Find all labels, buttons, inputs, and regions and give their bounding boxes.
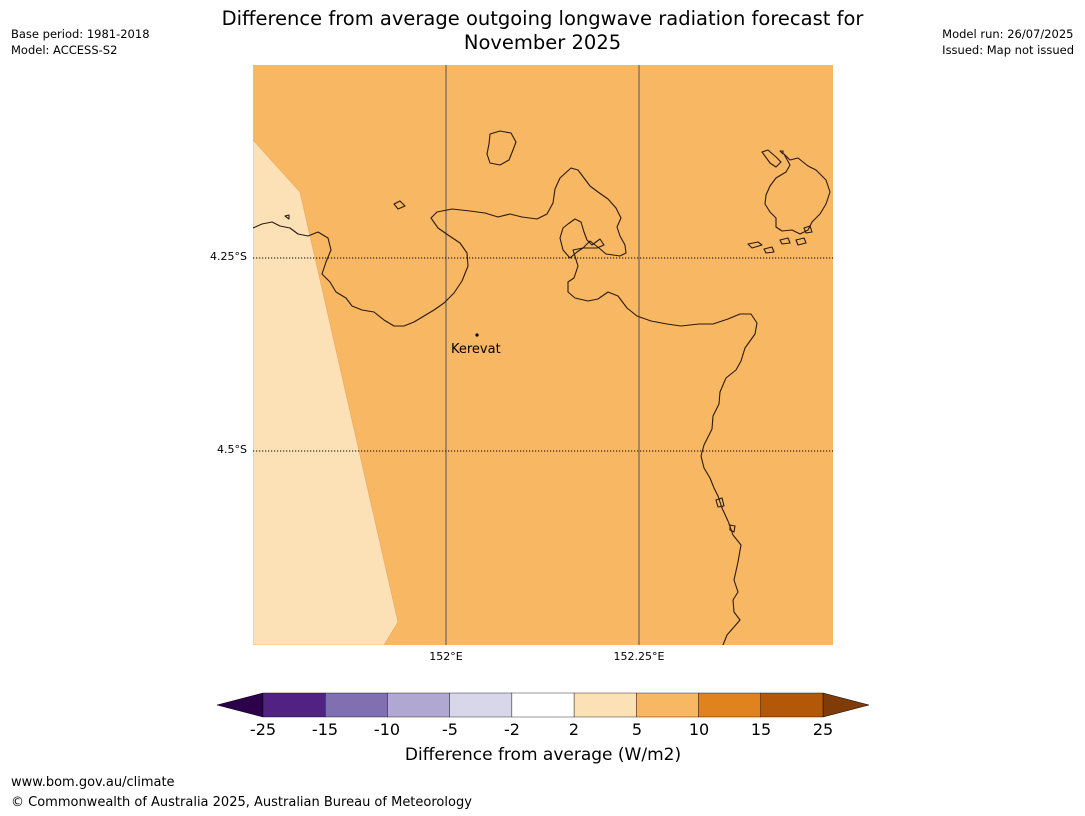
coastline-inner-bay — [559, 218, 605, 259]
issued-text: Issued: Map not issued — [942, 43, 1074, 57]
colorbar — [216, 692, 870, 718]
map-title: Difference from average outgoing longwav… — [150, 7, 935, 54]
colorbar-swatch — [511, 692, 575, 718]
colorbar-extend-high — [822, 692, 870, 718]
coastline-island-north — [486, 130, 517, 166]
colorbar-tick: 25 — [812, 720, 834, 739]
map-title-line-1: Difference from average outgoing longwav… — [221, 7, 864, 30]
meta-right: Model run: 26/07/2025 Issued: Map not is… — [942, 26, 1074, 58]
coastline-island-small — [393, 200, 406, 210]
place-label-kerevat: Kerevat — [451, 342, 501, 357]
meta-left: Base period: 1981-2018 Model: ACCESS-S2 — [11, 26, 150, 58]
colorbar-tick: -5 — [442, 720, 458, 739]
colorbar-tick: 15 — [750, 720, 772, 739]
colorbar-label: Difference from average (W/m2) — [404, 745, 682, 765]
gridlines — [253, 65, 833, 645]
footer-url: www.bom.gov.au/climate — [11, 775, 175, 790]
colorbar-extend-low — [216, 692, 264, 718]
map-title-line-2: November 2025 — [463, 30, 622, 54]
lon-label-152-25e: 152.25°E — [613, 650, 665, 663]
colorbar-swatch — [262, 692, 326, 718]
colorbar-tick: -15 — [311, 720, 339, 739]
colorbar-swatch — [573, 692, 637, 718]
base-period-text: Base period: 1981-2018 — [11, 27, 150, 41]
colorbar-swatch — [636, 692, 699, 718]
map-area — [253, 65, 833, 645]
lon-label-152e: 152°E — [429, 650, 463, 663]
colorbar-swatch — [760, 692, 824, 718]
colorbar-tick: 10 — [688, 720, 710, 739]
model-run-text: Model run: 26/07/2025 — [942, 27, 1074, 41]
colorbar-tick: 5 — [631, 720, 643, 739]
colorbar-tick: -2 — [504, 720, 520, 739]
coastline-mainland — [253, 167, 758, 645]
colorbar-swatch — [387, 692, 450, 718]
coastline-east-islets — [715, 497, 736, 533]
coastline-cape-islet — [284, 150, 784, 220]
anomaly-2-5-region — [253, 139, 399, 645]
coastline-duke-of-york — [747, 149, 831, 254]
colorbar-swatch — [698, 692, 761, 718]
colorbar-tick: -10 — [373, 720, 401, 739]
model-text: Model: ACCESS-S2 — [11, 43, 118, 57]
coastline — [253, 130, 831, 645]
footer-copyright: © Commonwealth of Australia 2025, Austra… — [11, 795, 472, 810]
colorbar-tick: -25 — [249, 720, 277, 739]
kerevat-marker — [475, 333, 479, 337]
lat-label-4-5s: 4.5°S — [217, 443, 247, 456]
colorbar-swatch — [449, 692, 513, 718]
colorbar-swatch — [325, 692, 388, 718]
colorbar-tick: 2 — [568, 720, 580, 739]
lat-label-4-25s: 4.25°S — [210, 250, 247, 263]
